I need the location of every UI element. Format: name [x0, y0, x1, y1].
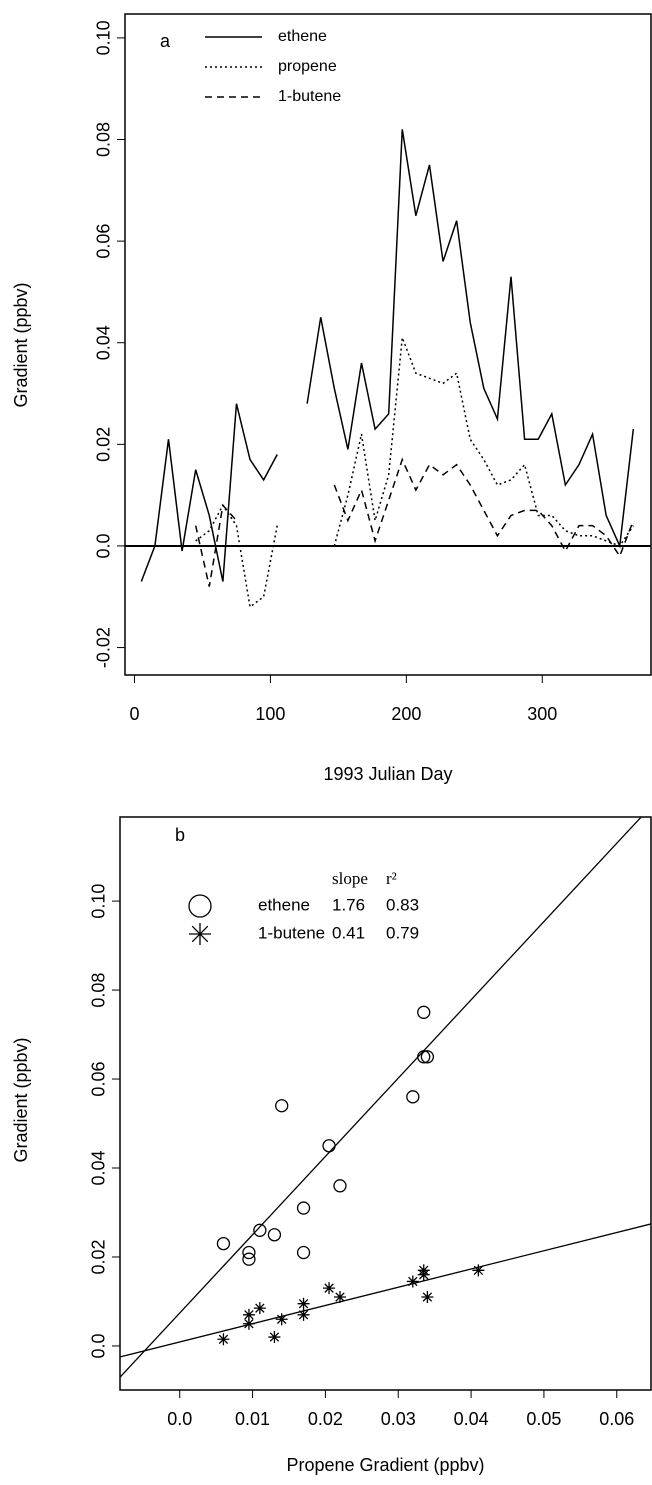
x-tick-label: 300: [527, 704, 557, 724]
legend-label: ethene: [278, 28, 327, 45]
circle-marker: [296, 1245, 311, 1260]
circle-marker: [417, 1005, 431, 1019]
circle-marker: [322, 1139, 336, 1153]
legend-r2: 0.83: [386, 895, 419, 914]
panel-label: b: [175, 825, 185, 845]
circle-marker: [267, 1228, 282, 1242]
legend-header: slope: [332, 869, 368, 888]
circle-marker: [242, 1245, 256, 1260]
legend-header: r²: [386, 869, 397, 888]
fit-line: [120, 1223, 651, 1358]
legend-marker: [188, 894, 212, 918]
circle-marker: [333, 1179, 347, 1193]
legend-marker: [189, 923, 211, 945]
x-axis-label: 1993 Julian Day: [323, 764, 452, 784]
circle-marker: [275, 1099, 289, 1113]
legend-slope: 0.41: [332, 923, 365, 942]
x-tick-label: 0.05: [526, 1409, 561, 1429]
plot-area: [125, 129, 651, 609]
legend-r2: 0.79: [386, 923, 419, 942]
star-marker: [406, 1275, 419, 1288]
star-marker: [268, 1331, 281, 1344]
circle-marker: [253, 1223, 267, 1237]
star-marker: [242, 1308, 255, 1321]
x-tick-label: 100: [255, 704, 285, 724]
data-line: [195, 503, 278, 609]
circle-marker: [406, 1090, 420, 1104]
data-line: [140, 403, 278, 582]
fit-line: [120, 817, 643, 1378]
star-marker: [333, 1291, 346, 1304]
star-marker: [297, 1308, 310, 1321]
plot-area: [120, 817, 651, 1378]
circle-marker: [417, 1050, 431, 1064]
circle-marker: [296, 1201, 311, 1215]
legend-label: 1-butene: [258, 923, 325, 942]
star-marker: [275, 1313, 288, 1326]
star-marker: [253, 1302, 266, 1315]
plot-frame: [119, 816, 652, 1391]
y-tick-label: 0.06: [94, 224, 114, 259]
y-tick-label: 0.02: [89, 1239, 109, 1274]
star-marker: [323, 1282, 336, 1295]
x-tick-label: 0.04: [454, 1409, 489, 1429]
x-tick-label: 0.06: [599, 1409, 634, 1429]
y-tick-label: 0.08: [89, 973, 109, 1008]
panel-label: a: [160, 31, 171, 51]
circle-marker: [216, 1236, 231, 1251]
star-marker: [472, 1264, 485, 1277]
data-line: [306, 129, 635, 549]
star-marker: [417, 1268, 430, 1281]
y-tick-label: 0.06: [89, 1062, 109, 1097]
y-tick-label: 0.10: [94, 20, 114, 55]
x-axis-label: Propene Gradient (ppbv): [286, 1455, 484, 1475]
circle-marker: [242, 1252, 256, 1266]
legend-label: 1-butene: [278, 88, 341, 105]
legend-slope: 1.76: [332, 895, 365, 914]
star-marker: [217, 1333, 230, 1346]
x-tick-label: 200: [391, 704, 421, 724]
legend-label: propene: [278, 58, 337, 75]
y-tick-label: 0.08: [94, 122, 114, 157]
y-tick-label: 0.02: [94, 427, 114, 462]
y-tick-label: 0.04: [94, 325, 114, 360]
y-tick-label: 0.0: [94, 533, 114, 558]
plot-frame: [124, 13, 652, 676]
legend-label: ethene: [258, 895, 310, 914]
y-axis-label: Gradient (ppbv): [11, 282, 31, 407]
x-tick-label: 0.02: [308, 1409, 343, 1429]
y-tick-label: 0.10: [89, 884, 109, 919]
x-tick-label: 0: [130, 704, 140, 724]
star-marker: [421, 1291, 434, 1304]
star-marker: [297, 1297, 310, 1310]
circle-marker: [420, 1050, 435, 1064]
y-tick-label: 0.0: [89, 1333, 109, 1358]
star-marker: [242, 1317, 255, 1330]
x-tick-label: 0.03: [381, 1409, 416, 1429]
x-tick-label: 0.01: [235, 1409, 270, 1429]
y-tick-label: 0.04: [89, 1150, 109, 1185]
y-axis-label: Gradient (ppbv): [11, 1037, 31, 1162]
x-tick-label: 0.0: [167, 1409, 192, 1429]
y-tick-label: -0.02: [94, 627, 114, 668]
